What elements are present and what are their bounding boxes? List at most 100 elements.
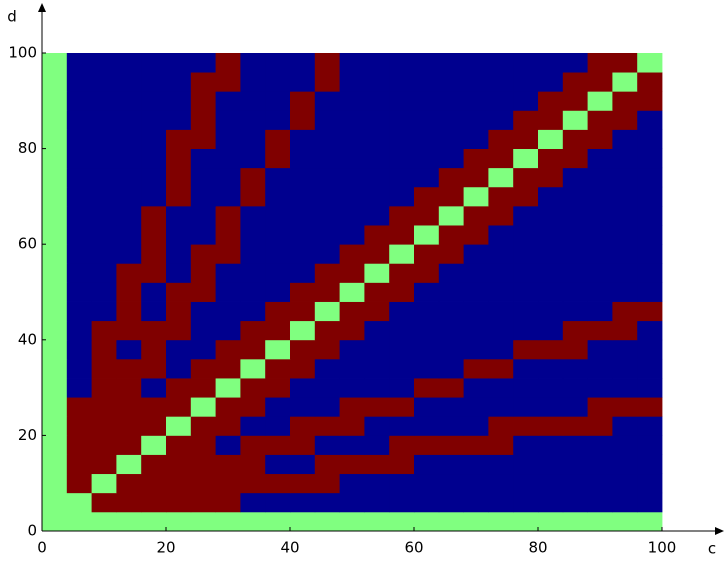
heatmap-cell — [116, 72, 142, 92]
heatmap-cell — [166, 110, 192, 130]
heatmap-cell — [190, 167, 216, 188]
x-tick-label: 80 — [528, 539, 547, 557]
heatmap-cell — [66, 454, 92, 475]
heatmap-cell — [116, 301, 142, 322]
heatmap-cell — [215, 129, 241, 149]
heatmap-cell — [91, 358, 117, 379]
heatmap-cell — [587, 205, 613, 226]
heatmap-cell — [637, 110, 663, 130]
heatmap-cell — [488, 263, 514, 283]
heatmap-cell — [414, 378, 440, 398]
heatmap-cell — [215, 358, 241, 379]
heatmap-cell — [389, 511, 415, 532]
heatmap-cell — [538, 416, 564, 436]
heatmap-cell — [91, 378, 117, 398]
heatmap-cell — [438, 435, 464, 455]
heatmap-cell — [513, 110, 539, 130]
heatmap-cell — [265, 320, 291, 341]
heatmap-cell — [265, 129, 291, 149]
heatmap-cell — [290, 263, 316, 283]
heatmap-cell — [389, 282, 415, 302]
heatmap-cell — [513, 225, 539, 245]
heatmap-cell — [190, 511, 216, 532]
heatmap-cell — [612, 416, 638, 436]
x-axis-label: c — [708, 540, 716, 558]
heatmap-cell — [290, 454, 316, 475]
heatmap-cell — [240, 167, 266, 188]
heatmap-cell — [290, 110, 316, 130]
heatmap-cell — [116, 53, 142, 73]
heatmap-cell — [91, 473, 117, 494]
heatmap-cell — [66, 205, 92, 226]
heatmap-cell — [562, 225, 588, 245]
heatmap-cell — [116, 244, 142, 264]
x-tick-label: 60 — [404, 539, 423, 557]
heatmap-cell — [538, 397, 564, 417]
heatmap-cell — [240, 301, 266, 322]
heatmap-cell — [538, 282, 564, 302]
heatmap-cell — [587, 110, 613, 130]
heatmap-cell — [290, 148, 316, 169]
heatmap-cell — [91, 282, 117, 302]
heatmap-cell — [389, 186, 415, 207]
heatmap-cell — [215, 511, 241, 532]
heatmap-cell — [166, 416, 192, 436]
heatmap-cell — [612, 91, 638, 111]
heatmap-cell — [190, 186, 216, 207]
heatmap-cell — [438, 91, 464, 111]
heatmap-cell — [587, 148, 613, 169]
heatmap-cell — [438, 454, 464, 475]
heatmap-cell — [42, 416, 68, 436]
heatmap-cell — [587, 358, 613, 379]
heatmap-cell — [290, 91, 316, 111]
heatmap-cell — [389, 225, 415, 245]
heatmap-cell — [190, 205, 216, 226]
heatmap-cell — [91, 129, 117, 149]
heatmap-cell — [190, 397, 216, 417]
heatmap-cell — [91, 454, 117, 475]
heatmap-cell — [215, 225, 241, 245]
heatmap-cell — [265, 454, 291, 475]
heatmap-cell — [190, 53, 216, 73]
heatmap-cell — [42, 53, 68, 73]
heatmap-cell — [463, 244, 489, 264]
heatmap-cell — [637, 282, 663, 302]
heatmap-cell — [488, 91, 514, 111]
heatmap-cell — [513, 416, 539, 436]
heatmap-cell — [116, 320, 142, 341]
heatmap-cell — [215, 320, 241, 341]
heatmap-cell — [513, 473, 539, 494]
heatmap-cell — [612, 148, 638, 169]
heatmap-cell — [513, 167, 539, 188]
heatmap-cell — [488, 397, 514, 417]
heatmap-cell — [488, 435, 514, 455]
heatmap-cell — [66, 148, 92, 169]
heatmap-cell — [339, 148, 365, 169]
heatmap-cell — [488, 492, 514, 513]
heatmap-cell — [116, 282, 142, 302]
heatmap-cell — [116, 91, 142, 111]
heatmap-cell — [339, 320, 365, 341]
heatmap-cell — [438, 378, 464, 398]
heatmap-cell — [562, 454, 588, 475]
heatmap-cell — [612, 473, 638, 494]
heatmap-cell — [66, 53, 92, 73]
heatmap-cell — [488, 148, 514, 169]
heatmap-cell — [463, 205, 489, 226]
heatmap-cell — [612, 358, 638, 379]
heatmap-cell — [290, 511, 316, 532]
heatmap-cell — [637, 91, 663, 111]
heatmap-cell — [141, 148, 167, 169]
heatmap-cell — [141, 205, 167, 226]
heatmap-cell — [389, 435, 415, 455]
heatmap-cell — [290, 397, 316, 417]
heatmap-cell — [215, 397, 241, 417]
heatmap-cell — [339, 301, 365, 322]
heatmap-cell — [513, 378, 539, 398]
heatmap-cell — [463, 282, 489, 302]
heatmap-cell — [562, 473, 588, 494]
heatmap-cell — [116, 397, 142, 417]
heatmap-cell — [66, 511, 92, 532]
heatmap-cell — [389, 91, 415, 111]
heatmap-cell — [389, 72, 415, 92]
